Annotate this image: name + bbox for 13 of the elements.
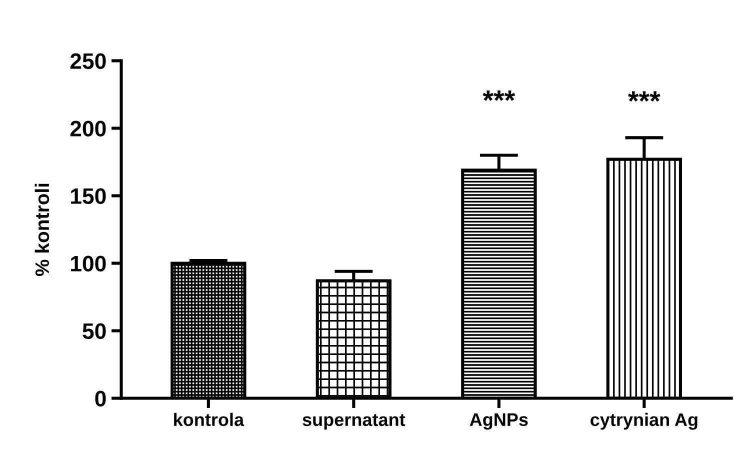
x-tick-label: cytrynian Ag: [590, 412, 698, 430]
x-tick-label: AgNPs: [470, 413, 528, 430]
y-tick-label: 100: [71, 256, 106, 272]
y-tick-label: 50: [82, 323, 106, 340]
y-tick-label: 250: [70, 53, 106, 70]
y-tick-label: 0: [95, 390, 106, 407]
y-tick-label: 150: [71, 188, 106, 204]
y-axis-title: % kontroli: [34, 184, 50, 276]
annotation: ***: [628, 91, 660, 102]
x-tick-label: supernatant: [302, 414, 406, 430]
y-tick-label: 200: [70, 120, 106, 137]
annotation: ***: [482, 90, 516, 101]
x-tick-label: kontrola: [174, 412, 244, 426]
